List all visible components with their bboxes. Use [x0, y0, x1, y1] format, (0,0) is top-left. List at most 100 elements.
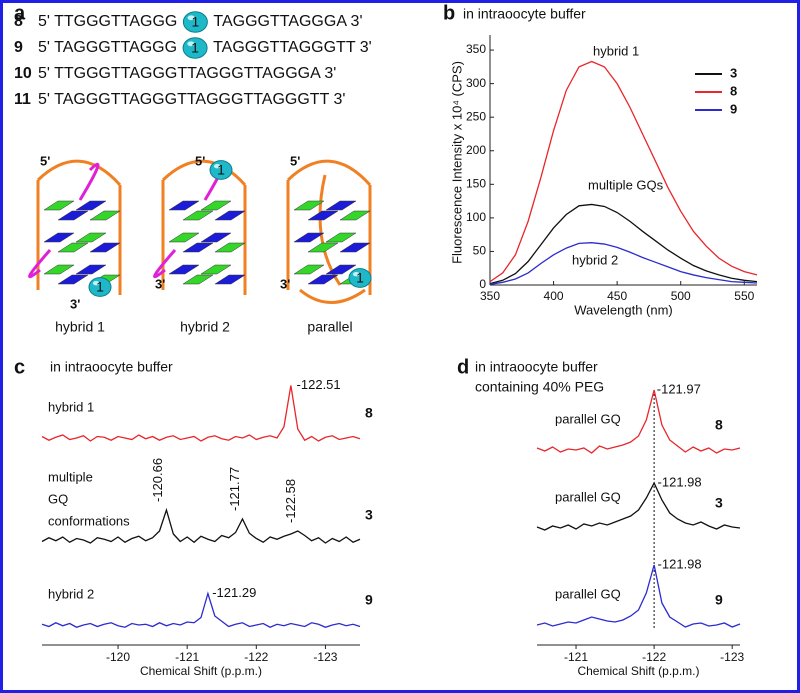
y-tick-label: 150 — [466, 176, 486, 190]
three-prime: 3' — [70, 296, 80, 311]
legend-label: 9 — [730, 101, 737, 116]
sphere-highlight — [352, 271, 360, 277]
peak-label: -121.98 — [658, 556, 702, 571]
loop — [28, 162, 100, 279]
modification-label: 1 — [96, 279, 104, 295]
peak-label: -120.66 — [150, 458, 165, 502]
chart-title: in intraoocyte buffer — [50, 359, 173, 375]
modification-label: 1 — [191, 14, 199, 30]
peak-label: -121.97 — [657, 381, 701, 396]
line — [489, 60, 758, 283]
three-prime: 3' — [155, 276, 165, 291]
sphere-highlight — [187, 41, 195, 47]
trace-label: GQ — [48, 491, 68, 506]
trace-id: 9 — [365, 592, 373, 608]
g-tetrad-tile — [307, 210, 339, 221]
g-tetrad-tile — [325, 264, 357, 275]
legend-label: 3 — [730, 65, 737, 80]
y-tick-label: 0 — [479, 277, 486, 291]
sphere-highlight — [187, 15, 195, 21]
trace-id: 3 — [715, 495, 723, 511]
g-tetrad-tile — [89, 210, 121, 221]
panel-label: d — [457, 356, 469, 378]
g-tetrad-tile — [75, 264, 107, 275]
y-tick-label: 350 — [466, 42, 486, 56]
trace-label: multiple — [48, 469, 93, 484]
g-tetrad-tile — [214, 242, 246, 253]
trace-label: conformations — [48, 513, 130, 528]
sequence: TAGGGTTAGGGTT 3' — [213, 39, 372, 56]
trace-label: parallel GQ — [555, 411, 621, 426]
g-tetrad-tile — [293, 264, 325, 275]
sphere-highlight — [213, 163, 221, 169]
g-tetrad-tile — [182, 274, 214, 285]
g-tetrad-tile — [57, 210, 89, 221]
sequence-id: 9 — [14, 39, 23, 56]
trace-label: hybrid 2 — [48, 586, 94, 601]
g-tetrad-tile — [325, 200, 357, 211]
trace-id: 3 — [365, 507, 373, 523]
x-axis-label: Chemical Shift (p.p.m.) — [577, 664, 699, 678]
five-prime: 5' — [195, 153, 205, 168]
sequence-id: 8 — [14, 13, 23, 30]
five-prime: 5' — [40, 153, 50, 168]
annotation: hybrid 1 — [593, 43, 639, 58]
g-tetrad-tile — [293, 200, 325, 211]
g-tetrad-tile — [214, 274, 246, 285]
trace-label: parallel GQ — [555, 489, 621, 504]
g-tetrad-tile — [168, 200, 200, 211]
chart-subtitle: containing 40% PEG — [475, 379, 604, 395]
g-tetrad-tile — [75, 232, 107, 243]
x-tick-label: 550 — [734, 289, 754, 303]
loop — [153, 162, 225, 279]
x-tick-label: -123 — [313, 650, 337, 664]
peak-label: -121.77 — [227, 467, 242, 511]
modification-label: 1 — [191, 40, 199, 56]
g-tetrad-tile — [43, 264, 75, 275]
g-tetrad-tile — [307, 274, 339, 285]
trace-label: hybrid 1 — [48, 399, 94, 414]
sequence: TAGGGTTAGGGA 3' — [213, 13, 362, 30]
x-tick-label: 500 — [671, 289, 691, 303]
g-tetrad-tile — [307, 242, 339, 253]
y-tick-label: 300 — [466, 76, 486, 90]
peak-label: -122.51 — [297, 377, 341, 392]
x-tick-label: -122 — [244, 650, 268, 664]
y-tick-label: 100 — [466, 210, 486, 224]
x-tick-label: -121 — [175, 650, 199, 664]
line — [489, 203, 758, 285]
y-tick-label: 200 — [466, 143, 486, 157]
spectrum — [536, 481, 741, 531]
g-tetrad-tile — [200, 200, 232, 211]
peak-label: -122.58 — [283, 479, 298, 523]
sequence: 5' TTGGGTTAGGGTTAGGGTTAGGGA 3' — [38, 65, 336, 82]
sequence-id: 10 — [14, 65, 32, 82]
g-tetrad-tile — [89, 242, 121, 253]
peak-label: -121.29 — [212, 585, 256, 600]
g-tetrad-tile — [293, 232, 325, 243]
y-tick-label: 250 — [466, 109, 486, 123]
panel-label: b — [443, 2, 455, 24]
g-tetrad-tile — [75, 200, 107, 211]
x-axis-label: Wavelength (nm) — [574, 302, 673, 317]
spectrum — [536, 564, 741, 628]
trace-id: 8 — [365, 405, 373, 421]
sequence: 5' TTGGGTTAGGG — [38, 13, 177, 30]
spectrum — [41, 385, 361, 442]
sphere-highlight — [92, 280, 100, 286]
three-prime: 3' — [280, 276, 290, 291]
x-tick-label: -122 — [642, 650, 666, 664]
g-tetrad-tile — [168, 232, 200, 243]
panel-label: c — [14, 356, 25, 378]
g-tetrad-tile — [325, 232, 357, 243]
chart-title: in intraoocyte buffer — [463, 6, 586, 22]
trace-label: parallel GQ — [555, 586, 621, 601]
x-tick-label: -120 — [106, 650, 130, 664]
g-tetrad-tile — [57, 274, 89, 285]
y-axis-label: Fluorescence Intensity x 10⁴ (CPS) — [449, 61, 464, 264]
g-tetrad-tile — [43, 232, 75, 243]
g-tetrad-tile — [200, 232, 232, 243]
sequence: 5' TAGGGTTAGGG — [38, 39, 177, 56]
g-tetrad-tile — [168, 264, 200, 275]
